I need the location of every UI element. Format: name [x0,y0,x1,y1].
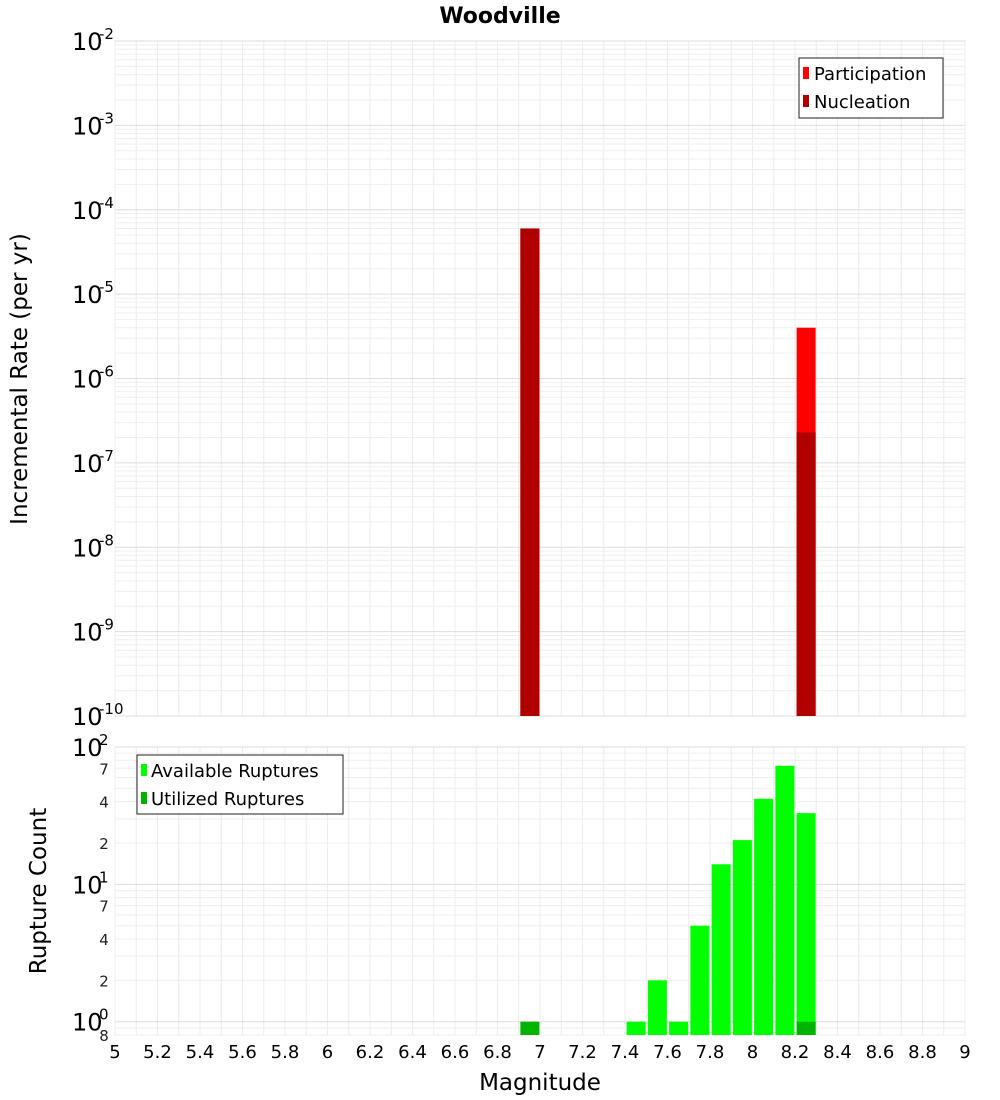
top-gridlines [114,40,966,717]
chart-title: Woodville [439,4,560,29]
bottom-bars [520,765,816,1035]
x-tick-label: 7 [534,1042,545,1063]
y-tick-exponent: 1 [99,868,109,886]
x-tick-label: 6 [322,1042,333,1063]
y-minor-tick-label: 4 [99,931,109,949]
x-tick-label: 8.4 [823,1042,852,1063]
y-minor-tick-label: 4 [99,794,109,812]
y-tick-label: 10 [72,703,103,731]
bar-nucleation [796,432,816,716]
legend-swatch-utilized [141,792,147,804]
y-tick-exponent: -6 [99,363,114,381]
x-tick-label: 6.2 [356,1042,385,1063]
legend-swatch-available [141,764,147,776]
y-minor-tick-label: 8 [99,1027,109,1045]
y-tick-label: 10 [72,28,103,56]
bar-available-ruptures [626,1021,646,1035]
y-tick-label: 10 [72,534,103,562]
bottom-y-axis-title: Rupture Count [26,808,52,974]
x-tick-label: 5.8 [271,1042,300,1063]
x-tick-label: 5 [109,1042,120,1063]
bar-utilized-ruptures [520,1021,540,1035]
x-tick-label: 5.2 [143,1042,172,1063]
bar-available-ruptures [711,864,731,1035]
y-tick-exponent: -5 [99,278,114,296]
bar-available-ruptures [754,798,774,1035]
legend-label-nucleation: Nucleation [814,92,910,113]
bar-available-ruptures [690,925,710,1035]
y-tick-exponent: -3 [99,109,114,127]
x-tick-label: 9 [959,1042,970,1063]
y-minor-tick-label: 7 [99,898,109,916]
x-tick-label: 7.4 [611,1042,640,1063]
x-tick-label: 8.6 [866,1042,895,1063]
y-tick-label: 10 [72,734,103,762]
bar-available-ruptures [647,980,667,1035]
x-tick-label: 6.6 [441,1042,470,1063]
y-tick-exponent: 2 [99,731,109,749]
bottom-legend: Available Ruptures Utilized Ruptures [136,754,344,815]
bar-available-ruptures [732,840,752,1035]
y-tick-label: 10 [72,281,103,309]
bar-nucleation [520,228,540,716]
y-tick-exponent: -4 [99,194,114,212]
bar-available-ruptures [669,1021,689,1035]
legend-swatch-nucleation [803,95,809,107]
y-tick-label: 10 [72,1009,103,1037]
y-minor-tick-label: 7 [99,760,109,778]
x-tick-label: 7.2 [568,1042,597,1063]
y-tick-exponent: -9 [99,616,114,634]
y-tick-exponent: -7 [99,447,114,465]
x-tick-label: 5.6 [228,1042,257,1063]
x-tick-label: 5.4 [186,1042,215,1063]
y-minor-tick-label: 2 [99,835,109,853]
x-tick-label: 6.8 [483,1042,512,1063]
bar-available-ruptures [775,765,795,1035]
y-tick-label: 10 [72,112,103,140]
y-tick-exponent: 0 [99,1006,109,1024]
x-tick-label: 7.6 [653,1042,682,1063]
y-tick-label: 10 [72,619,103,647]
legend-label-participation: Participation [814,64,926,85]
bar-utilized-ruptures [796,1021,816,1035]
y-minor-tick-label: 2 [99,972,109,990]
x-tick-labels: 5 5.2 5.4 5.6 5.8 6 6.2 6.4 6.6 6.8 7 7.2 7.4 7.6 7.8 8… [109,1042,970,1063]
y-tick-label: 10 [72,366,103,394]
legend-label-available: Available Ruptures [151,761,319,782]
top-bars [520,228,816,716]
x-tick-label: 7.8 [696,1042,725,1063]
x-axis-title: Magnitude [479,1070,601,1096]
top-legend: Participation Nucleation [798,57,944,119]
top-legend-box [798,57,944,119]
y-tick-exponent: -2 [99,25,114,43]
y-tick-exponent: -10 [99,700,124,718]
bar-available-ruptures [796,813,816,1035]
y-tick-label: 10 [72,450,103,478]
y-tick-label: 10 [72,197,103,225]
x-tick-label: 8.8 [908,1042,937,1063]
top-y-axis-title: Incremental Rate (per yr) [7,233,33,525]
legend-swatch-participation [803,67,809,79]
x-tick-label: 6.4 [398,1042,427,1063]
x-tick-label: 8.2 [781,1042,810,1063]
y-tick-label: 10 [72,871,103,899]
y-tick-exponent: -8 [99,531,114,549]
bottom-legend-box [136,754,344,815]
x-tick-label: 8 [747,1042,758,1063]
legend-label-utilized: Utilized Ruptures [151,789,304,810]
